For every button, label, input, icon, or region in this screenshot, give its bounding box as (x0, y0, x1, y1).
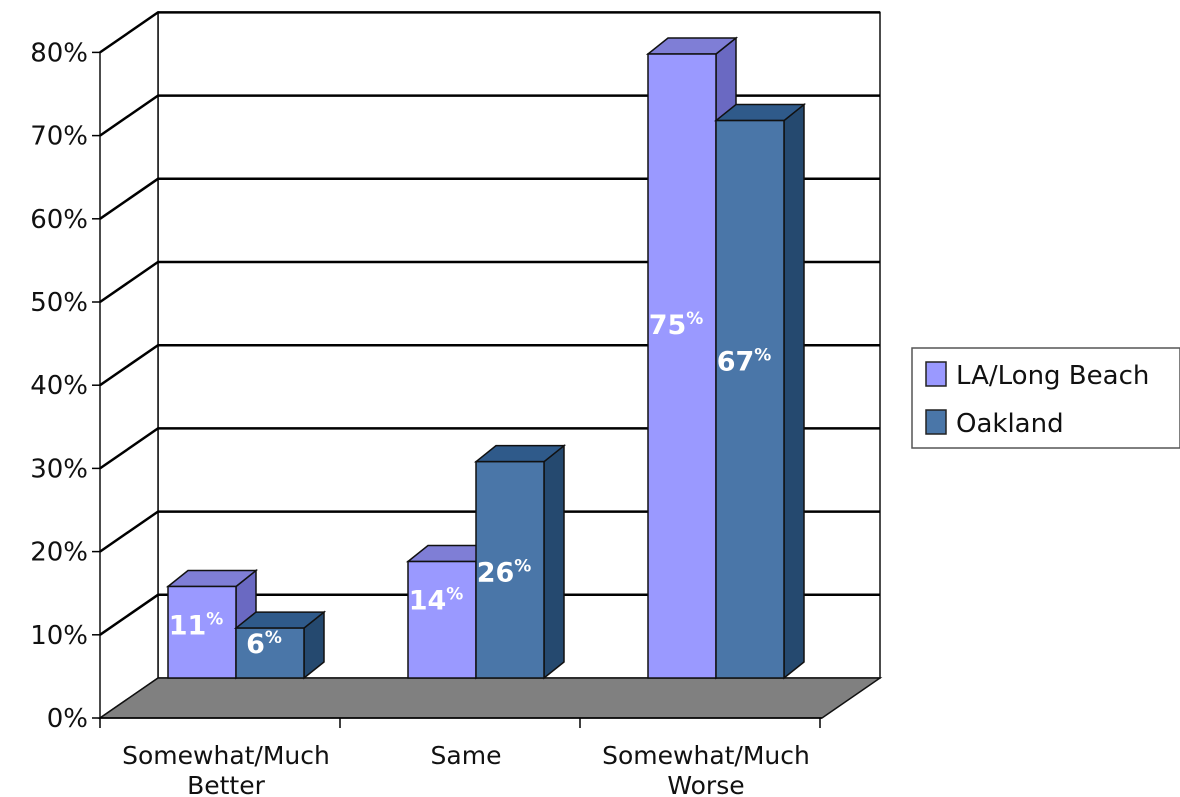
gridline (99, 11, 880, 54)
legend-box (911, 347, 1180, 449)
data-label: 75% (649, 309, 704, 341)
x-category-label: Somewhat/Much Worse (602, 741, 810, 797)
x-category-label: Same (431, 741, 502, 770)
y-tick-label: 10% (30, 621, 88, 651)
y-tick-label: 30% (30, 454, 88, 484)
gridline (99, 343, 880, 387)
gridline (99, 427, 880, 470)
gridline (99, 94, 880, 137)
y-axis-ticks: 0% 10% 20% 30% 40% 50% 60% 70% 80% (30, 38, 822, 734)
bar-side (543, 444, 565, 680)
y-tick-label: 40% (30, 371, 88, 401)
legend-label-la-long-beach: LA/Long Beach (956, 361, 1149, 391)
bar-front (407, 560, 477, 679)
y-tick-label: 60% (30, 205, 88, 235)
gridline (99, 177, 880, 220)
bar-oakland-0: 6% (233, 610, 327, 680)
x-category-label: Somewhat/Much Better (122, 741, 330, 797)
y-tick-label: 0% (47, 704, 88, 734)
gridlines (99, 11, 880, 636)
bar-front (715, 119, 785, 679)
data-label: 11% (169, 609, 224, 641)
chart-floor (97, 677, 883, 719)
bar-front (235, 627, 305, 679)
y-tick-label: 80% (30, 38, 88, 68)
x-axis-labels: Somewhat/Much Better Same Somewhat/Much Wors… (99, 718, 821, 797)
bar-side (783, 102, 805, 680)
data-label: 67% (717, 346, 772, 378)
bar-front (167, 585, 237, 679)
bar-oakland-2: 67% (713, 102, 807, 680)
legend-swatch-la-long-beach (925, 361, 947, 387)
floor-plane (97, 677, 883, 719)
legend-label-oakland: Oakland (956, 409, 1064, 439)
y-tick-label: 50% (30, 288, 88, 318)
bar-front (647, 53, 717, 679)
gridline (99, 510, 880, 553)
bar-front (475, 460, 545, 679)
gridline (99, 593, 880, 636)
data-label: 14% (409, 585, 464, 617)
legend: LA/Long Beach Oakland (911, 347, 1180, 449)
gridline (99, 260, 880, 304)
data-label: 6% (246, 628, 282, 660)
legend-swatch-oakland (925, 409, 947, 435)
data-label: 26% (477, 557, 532, 589)
bar-oakland-1: 26% (473, 444, 567, 680)
bars: 11% 6% 14% 26% 75% 67% (165, 36, 807, 680)
y-tick-label: 70% (30, 122, 88, 152)
y-tick-label: 20% (30, 538, 88, 568)
